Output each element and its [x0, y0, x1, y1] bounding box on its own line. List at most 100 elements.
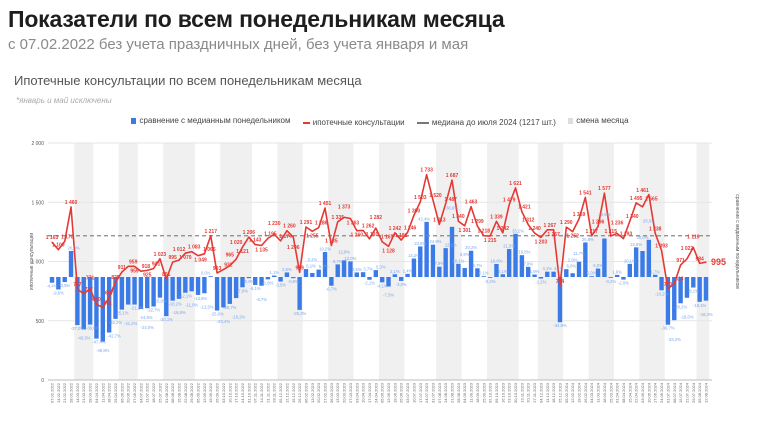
- x-tick-label: 19.12.2022: [291, 382, 296, 403]
- line-label: 1 203: [535, 239, 548, 245]
- x-tick-label: 17.10.2022: [234, 382, 239, 403]
- bar-label: -18,2%: [169, 302, 183, 307]
- x-tick-label: 07.02.2022: [50, 382, 55, 403]
- legend-item-median[interactable]: медиана до июля 2024 (1217 шт.): [416, 118, 556, 127]
- line-label: 1 100: [52, 243, 65, 249]
- bar: [246, 277, 252, 279]
- bar: [564, 269, 569, 277]
- bar: [684, 277, 690, 298]
- line-point: [686, 258, 688, 260]
- bar: [49, 277, 55, 283]
- x-tick-label: 28.02.2022: [69, 382, 74, 403]
- line-label: 1 340: [452, 214, 465, 220]
- bar: [214, 277, 220, 311]
- bar-label: -0,9%: [243, 279, 254, 284]
- bar-label: -34,8%: [553, 323, 567, 328]
- line-label: 1 217: [204, 229, 217, 235]
- bar-label: -16,8%: [172, 310, 186, 315]
- line-point: [127, 265, 129, 267]
- legend-item-bars[interactable]: сравнение с медианным понедельником: [131, 116, 291, 125]
- x-tick-label: 10.04.2023: [361, 382, 366, 403]
- line-point: [152, 267, 155, 270]
- bar: [494, 264, 499, 277]
- line-label: 932: [224, 263, 233, 269]
- bar: [481, 276, 486, 277]
- line-label: 1 267: [544, 223, 557, 229]
- line-series: [51, 173, 707, 309]
- x-tick-label: 22.07.2024: [684, 382, 689, 403]
- line-point: [121, 271, 123, 273]
- line-label: 611: [104, 301, 112, 307]
- legend-item-line[interactable]: ипотечные консультации: [302, 118, 405, 127]
- bar: [132, 277, 137, 305]
- bar-label: 20,0%: [637, 235, 649, 240]
- line-label: 1 359: [573, 212, 586, 218]
- x-tick-label: 03.10.2022: [221, 382, 226, 403]
- x-tick-label: 02.10.2023: [488, 382, 493, 403]
- x-tick-label: 05.06.2023: [380, 382, 385, 403]
- bar: [145, 277, 150, 309]
- x-tick-label: 19.06.2023: [392, 382, 397, 403]
- line-label: 1 023: [154, 252, 167, 258]
- line-point: [76, 288, 78, 290]
- line-label: 1 267: [547, 232, 560, 238]
- bar-label: -24,0%: [141, 325, 155, 330]
- line-label: 1 363: [347, 220, 360, 226]
- x-tick-label: 22.08.2022: [183, 382, 188, 403]
- x-tick-label: 01.04.2024: [615, 382, 620, 403]
- line-label: 1 313: [433, 217, 446, 223]
- bar-label: 19,2%: [319, 247, 331, 252]
- bar-label: 6,5%: [593, 263, 603, 268]
- bar: [322, 252, 328, 277]
- bar: [659, 277, 664, 291]
- line-label: 965: [226, 253, 235, 259]
- line-point: [330, 244, 332, 247]
- line-point: [146, 269, 148, 271]
- line-label: 995: [168, 255, 177, 261]
- x-tick-label: 25.09.2023: [481, 382, 486, 403]
- line-label: 984: [695, 256, 704, 262]
- bar: [405, 273, 410, 277]
- bar: [354, 272, 359, 277]
- bar-label: -2,0%: [618, 281, 629, 286]
- bar-label: -11,0%: [185, 303, 198, 308]
- bar-label: -32,2%: [109, 320, 123, 325]
- line-label: 1 246: [404, 225, 417, 231]
- bar: [538, 277, 544, 279]
- line-point: [292, 236, 294, 238]
- line-label: 959: [130, 268, 139, 274]
- legend-item-month[interactable]: смена месяца: [568, 116, 629, 125]
- bar-label: -7,9%: [237, 288, 248, 293]
- bar: [545, 271, 550, 277]
- bar: [703, 277, 709, 301]
- line-label: 1 390: [408, 208, 421, 214]
- line-label: 959: [129, 259, 138, 265]
- legend-swatch-month: [568, 117, 574, 124]
- bar: [316, 269, 321, 277]
- line-label: 1 065: [203, 247, 216, 253]
- bar: [367, 277, 372, 280]
- line-point: [406, 231, 409, 233]
- bar: [576, 261, 582, 277]
- line-point: [622, 238, 625, 240]
- bar: [513, 233, 518, 277]
- line-point: [400, 239, 402, 241]
- bar-label: -10,2%: [655, 291, 669, 296]
- bar-label: 26,6%: [582, 237, 594, 242]
- line-label: 1 733: [420, 168, 433, 174]
- x-tick-label: 10.10.2022: [227, 382, 232, 403]
- bar: [176, 277, 182, 299]
- line-label: 794: [556, 279, 565, 285]
- x-tick-label: 23.10.2023: [507, 382, 512, 403]
- bar-label: 3,1%: [308, 257, 318, 262]
- line-point: [603, 192, 606, 194]
- bar: [506, 249, 512, 277]
- x-tick-label: 14.11.2022: [259, 382, 264, 402]
- x-tick-label: 11.03.2024: [596, 382, 601, 402]
- line-label: 1 339: [490, 214, 503, 220]
- bar-label: 6,0%: [567, 264, 577, 269]
- bar: [335, 264, 340, 277]
- line-point: [483, 235, 485, 237]
- bar-label: -12,5%: [200, 305, 214, 310]
- line-point: [70, 206, 72, 208]
